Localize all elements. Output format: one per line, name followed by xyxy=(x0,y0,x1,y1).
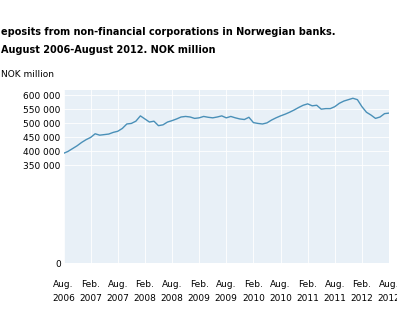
Text: eposits from non-financial corporations in Norwegian banks.: eposits from non-financial corporations … xyxy=(1,27,335,37)
Text: August 2006-August 2012. NOK million: August 2006-August 2012. NOK million xyxy=(1,45,216,55)
Text: 2009: 2009 xyxy=(188,294,210,303)
Text: 2011: 2011 xyxy=(296,294,319,303)
Text: 2010: 2010 xyxy=(242,294,265,303)
Text: Feb.: Feb. xyxy=(298,280,317,289)
Text: Feb.: Feb. xyxy=(244,280,263,289)
Text: 2011: 2011 xyxy=(324,294,346,303)
Text: Aug.: Aug. xyxy=(216,280,237,289)
Text: 2009: 2009 xyxy=(215,294,238,303)
Text: Feb.: Feb. xyxy=(353,280,371,289)
Text: Aug.: Aug. xyxy=(325,280,345,289)
Text: Aug.: Aug. xyxy=(162,280,182,289)
Text: 2007: 2007 xyxy=(106,294,129,303)
Text: 2008: 2008 xyxy=(161,294,183,303)
Text: Aug.: Aug. xyxy=(53,280,74,289)
Text: 2006: 2006 xyxy=(52,294,75,303)
Text: Aug.: Aug. xyxy=(379,280,397,289)
Text: Feb.: Feb. xyxy=(81,280,100,289)
Text: Feb.: Feb. xyxy=(135,280,154,289)
Text: 2012: 2012 xyxy=(378,294,397,303)
Text: 2010: 2010 xyxy=(269,294,292,303)
Text: Aug.: Aug. xyxy=(270,280,291,289)
Text: Feb.: Feb. xyxy=(190,280,208,289)
Text: Aug.: Aug. xyxy=(108,280,128,289)
Text: 2007: 2007 xyxy=(79,294,102,303)
Text: 2012: 2012 xyxy=(351,294,373,303)
Text: NOK million: NOK million xyxy=(1,70,54,79)
Text: 2008: 2008 xyxy=(133,294,156,303)
